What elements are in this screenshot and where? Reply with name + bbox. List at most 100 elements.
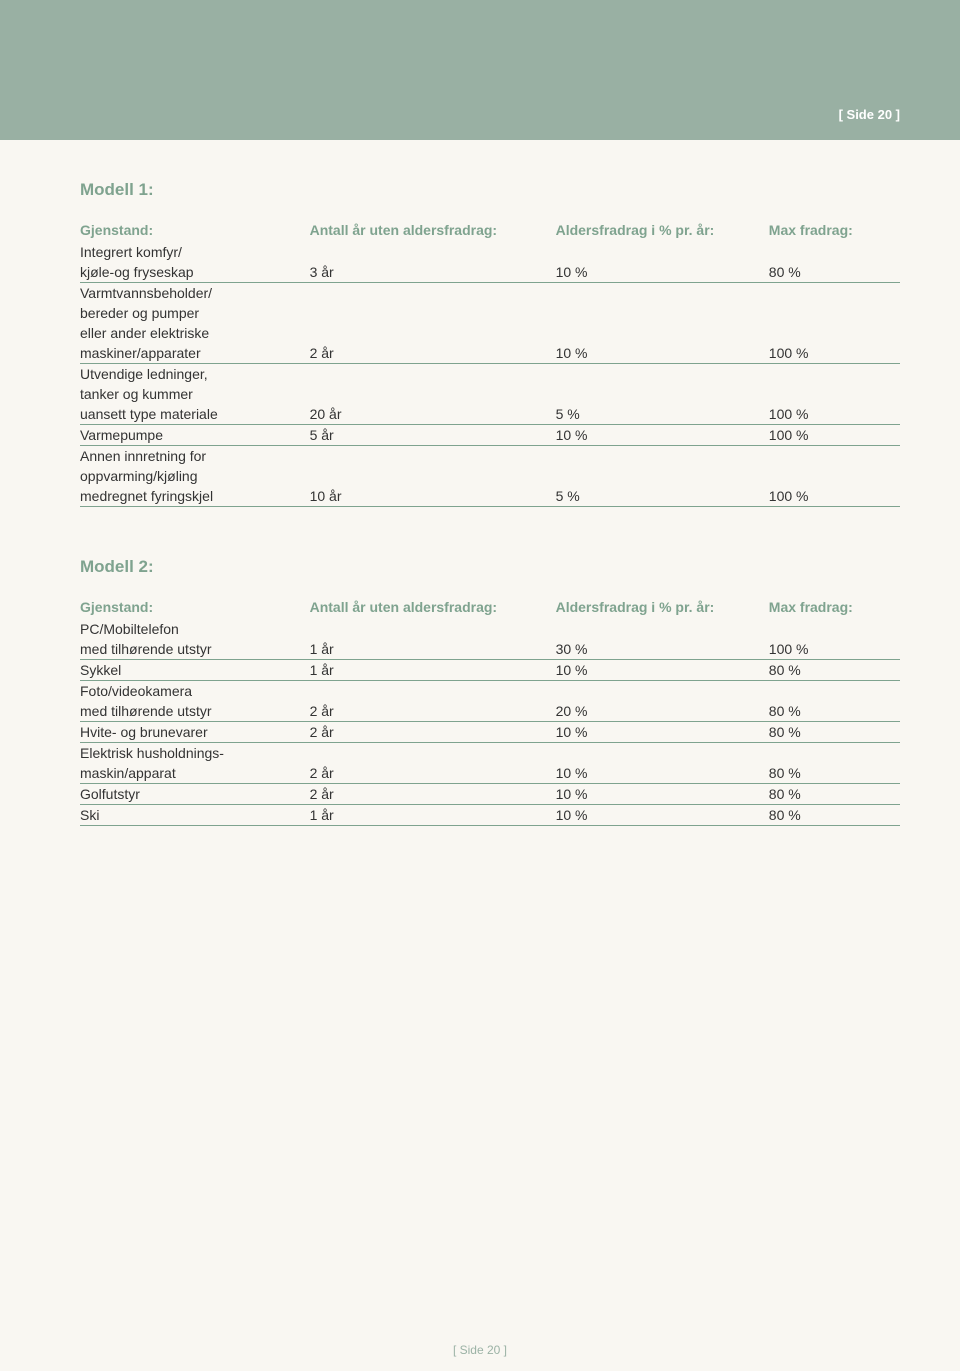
- cell: maskiner/apparater: [80, 343, 310, 364]
- col-header-aldersfradrag: Aldersfradrag i % pr. år:: [556, 218, 769, 242]
- cell: 10 %: [556, 425, 769, 446]
- col-header-aldersfradrag: Aldersfradrag i % pr. år:: [556, 595, 769, 619]
- table-row: tanker og kummer: [80, 384, 900, 404]
- cell: 10 %: [556, 784, 769, 805]
- cell: 2 år: [310, 701, 556, 722]
- cell: 100 %: [769, 425, 900, 446]
- cell: 2 år: [310, 343, 556, 364]
- col-header-max: Max fradrag:: [769, 595, 900, 619]
- cell: 10 %: [556, 722, 769, 743]
- table-row: Annen innretning for: [80, 446, 900, 467]
- table-row: Foto/videokamera: [80, 681, 900, 702]
- cell: eller ander elektriske: [80, 323, 310, 343]
- table-row: med tilhørende utstyr 2 år 20 % 80 %: [80, 701, 900, 722]
- cell: uansett type materiale: [80, 404, 310, 425]
- cell: 2 år: [310, 784, 556, 805]
- col-header-antall: Antall år uten aldersfradrag:: [310, 218, 556, 242]
- header-page-label: [ Side 20 ]: [839, 107, 900, 122]
- footer-page-label: [ Side 20 ]: [0, 1343, 960, 1357]
- model2-table: Gjenstand: Antall år uten aldersfradrag:…: [80, 595, 900, 826]
- table-row: oppvarming/kjøling: [80, 466, 900, 486]
- cell: 10 år: [310, 486, 556, 507]
- cell: Golfutstyr: [80, 784, 310, 805]
- table-row: Elektrisk husholdnings-: [80, 743, 900, 764]
- table-row: Ski 1 år 10 % 80 %: [80, 805, 900, 826]
- cell: 3 år: [310, 262, 556, 283]
- cell: 10 %: [556, 343, 769, 364]
- cell: PC/Mobiltelefon: [80, 619, 310, 639]
- cell: 100 %: [769, 486, 900, 507]
- cell: 1 år: [310, 639, 556, 660]
- cell: Varmepumpe: [80, 425, 310, 446]
- cell: 80 %: [769, 722, 900, 743]
- page-content: Modell 1: Gjenstand: Antall år uten alde…: [0, 140, 960, 826]
- table-header-row: Gjenstand: Antall år uten aldersfradrag:…: [80, 595, 900, 619]
- cell: bereder og pumper: [80, 303, 310, 323]
- cell: 10 %: [556, 660, 769, 681]
- cell: 1 år: [310, 660, 556, 681]
- col-header-gjenstand: Gjenstand:: [80, 595, 310, 619]
- cell: 5 %: [556, 486, 769, 507]
- cell: 5 år: [310, 425, 556, 446]
- cell: med tilhørende utstyr: [80, 639, 310, 660]
- col-header-gjenstand: Gjenstand:: [80, 218, 310, 242]
- model1-table: Gjenstand: Antall år uten aldersfradrag:…: [80, 218, 900, 507]
- cell: maskin/apparat: [80, 763, 310, 784]
- cell: Varmtvannsbeholder/: [80, 283, 310, 304]
- cell: Utvendige ledninger,: [80, 364, 310, 385]
- cell: 80 %: [769, 784, 900, 805]
- table-row: kjøle-og fryseskap 3 år 10 % 80 %: [80, 262, 900, 283]
- table-row: Integrert komfyr/: [80, 242, 900, 262]
- table-row: Varmtvannsbeholder/: [80, 283, 900, 304]
- cell: Sykkel: [80, 660, 310, 681]
- cell: Hvite- og brunevarer: [80, 722, 310, 743]
- table-row: Varmepumpe 5 år 10 % 100 %: [80, 425, 900, 446]
- cell: Annen innretning for: [80, 446, 310, 467]
- cell: 10 %: [556, 262, 769, 283]
- table-row: Hvite- og brunevarer 2 år 10 % 80 %: [80, 722, 900, 743]
- header-band: [ Side 20 ]: [0, 0, 960, 140]
- table-row: eller ander elektriske: [80, 323, 900, 343]
- cell: 5 %: [556, 404, 769, 425]
- cell: 2 år: [310, 722, 556, 743]
- cell: 80 %: [769, 262, 900, 283]
- table-row: uansett type materiale 20 år 5 % 100 %: [80, 404, 900, 425]
- cell: medregnet fyringskjel: [80, 486, 310, 507]
- table-row: Utvendige ledninger,: [80, 364, 900, 385]
- table-row: maskiner/apparater 2 år 10 % 100 %: [80, 343, 900, 364]
- cell: 20 år: [310, 404, 556, 425]
- cell: 80 %: [769, 701, 900, 722]
- cell: Elektrisk husholdnings-: [80, 743, 310, 764]
- cell: 80 %: [769, 763, 900, 784]
- cell: 80 %: [769, 660, 900, 681]
- cell: Foto/videokamera: [80, 681, 310, 702]
- model2-title: Modell 2:: [80, 557, 900, 577]
- table-row: med tilhørende utstyr 1 år 30 % 100 %: [80, 639, 900, 660]
- table-header-row: Gjenstand: Antall år uten aldersfradrag:…: [80, 218, 900, 242]
- table-row: PC/Mobiltelefon: [80, 619, 900, 639]
- cell: oppvarming/kjøling: [80, 466, 310, 486]
- cell: med tilhørende utstyr: [80, 701, 310, 722]
- cell: 30 %: [556, 639, 769, 660]
- table-row: medregnet fyringskjel 10 år 5 % 100 %: [80, 486, 900, 507]
- table-row: maskin/apparat 2 år 10 % 80 %: [80, 763, 900, 784]
- cell: 2 år: [310, 763, 556, 784]
- cell: 1 år: [310, 805, 556, 826]
- cell: Ski: [80, 805, 310, 826]
- cell: kjøle-og fryseskap: [80, 262, 310, 283]
- cell: 100 %: [769, 404, 900, 425]
- table-row: Sykkel 1 år 10 % 80 %: [80, 660, 900, 681]
- col-header-max: Max fradrag:: [769, 218, 900, 242]
- table-row: bereder og pumper: [80, 303, 900, 323]
- col-header-antall: Antall år uten aldersfradrag:: [310, 595, 556, 619]
- cell: 100 %: [769, 639, 900, 660]
- cell: 20 %: [556, 701, 769, 722]
- cell: 100 %: [769, 343, 900, 364]
- cell: 10 %: [556, 805, 769, 826]
- cell: 80 %: [769, 805, 900, 826]
- model1-title: Modell 1:: [80, 180, 900, 200]
- cell: Integrert komfyr/: [80, 242, 310, 262]
- table-row: Golfutstyr 2 år 10 % 80 %: [80, 784, 900, 805]
- cell: 10 %: [556, 763, 769, 784]
- cell: tanker og kummer: [80, 384, 310, 404]
